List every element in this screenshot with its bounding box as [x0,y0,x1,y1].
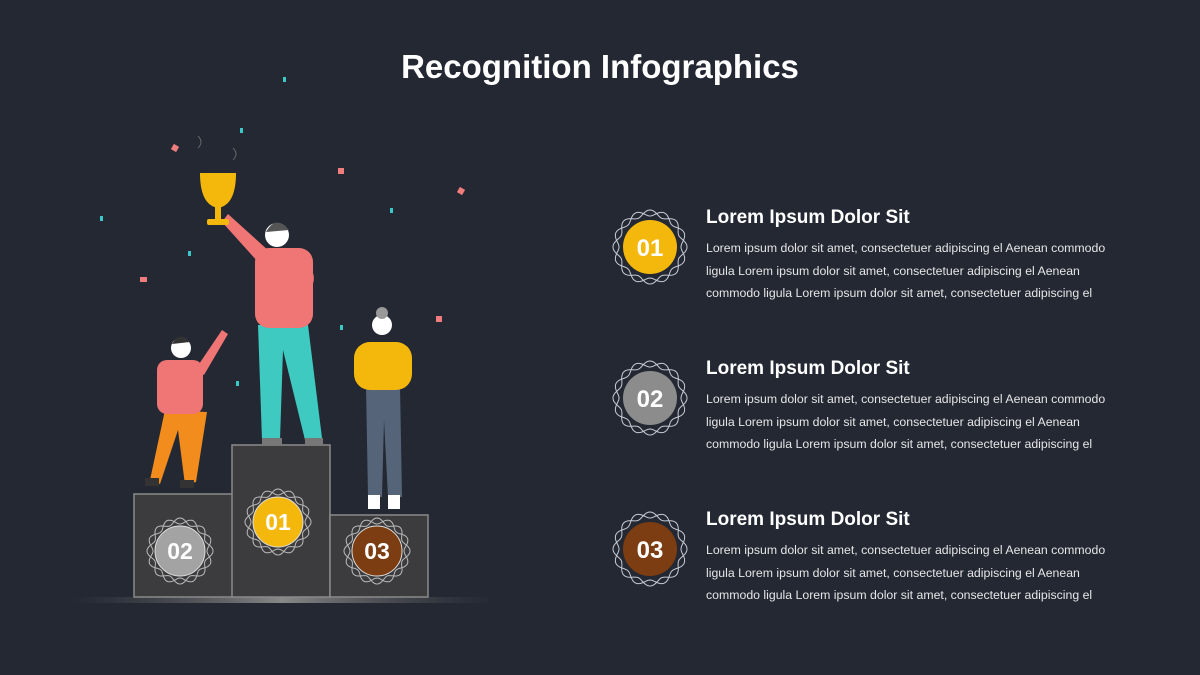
person-first-place [197,135,323,445]
podium-badge-02: 02 [146,517,214,585]
person-second-place [145,330,228,488]
podium-badge-01: 01 [244,488,312,556]
svg-text:02: 02 [637,386,664,413]
wavy-ring [612,360,688,436]
badge-02: 02 [612,360,688,436]
wavy-ring [612,209,688,285]
podium-rank-label: 03 [364,538,390,564]
list-item: 02 Lorem Ipsum Dolor Sit Lorem ipsum dol… [610,358,1170,468]
wavy-ring [612,511,688,587]
item-heading: Lorem Ipsum Dolor Sit [706,358,910,379]
badge-01: 01 [612,209,688,285]
page-title: Recognition Infographics [401,48,799,85]
podium-rank-label: 02 [167,538,193,564]
person-third-place [354,307,412,509]
item-heading: Lorem Ipsum Dolor Sit [706,509,910,530]
svg-text:03: 03 [637,537,664,564]
item-text: Lorem ipsum dolor sit amet, consectetuer… [706,392,1106,452]
item-heading: Lorem Ipsum Dolor Sit [706,207,910,228]
item-text: Lorem ipsum dolor sit amet, consectetuer… [706,543,1106,603]
podium-badge-03: 03 [343,517,411,585]
podium-rank-label: 01 [265,509,291,535]
confetti [100,77,466,386]
list-item: 01 Lorem Ipsum Dolor Sit Lorem ipsum dol… [610,207,1170,317]
svg-text:01: 01 [637,235,664,262]
badge-03: 03 [612,511,688,587]
list-item: 03 Lorem Ipsum Dolor Sit Lorem ipsum dol… [610,509,1170,619]
trophy-icon [197,135,237,225]
floor [70,597,495,603]
item-text: Lorem ipsum dolor sit amet, consectetuer… [706,241,1106,301]
